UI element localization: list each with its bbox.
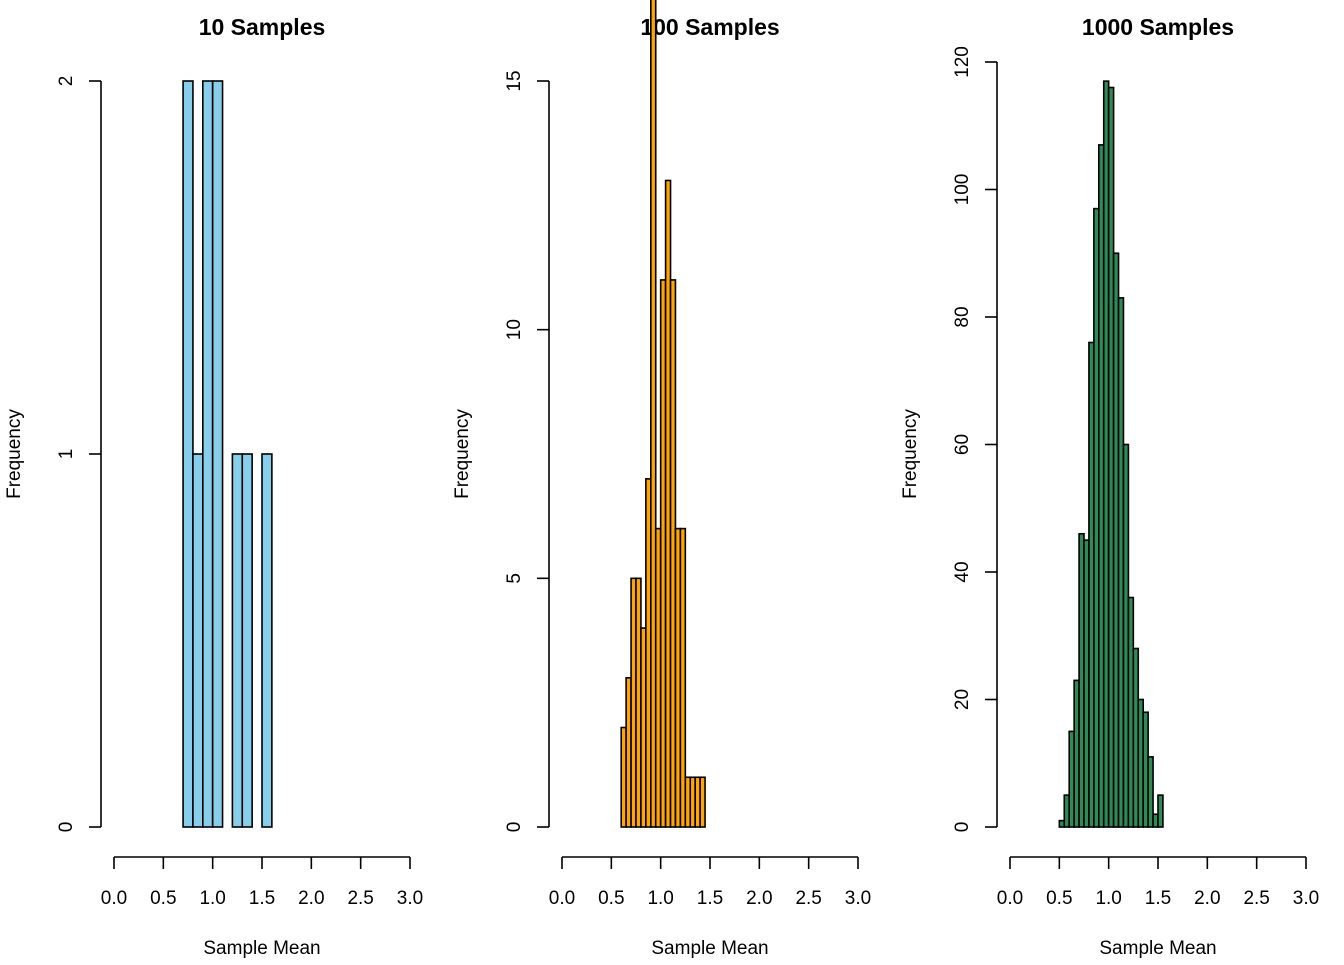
y-tick-label: 120 <box>952 46 973 78</box>
y-tick-label: 0 <box>504 822 525 833</box>
x-tick-label: 3.0 <box>1293 888 1319 909</box>
y-tick-label: 2 <box>56 76 77 87</box>
y-axis-label: Frequency <box>4 409 25 499</box>
x-tick-label: 0.0 <box>549 888 575 909</box>
histogram-bar <box>1157 794 1164 828</box>
histogram-bar <box>1147 756 1154 828</box>
x-tick-label: 2.5 <box>347 888 373 909</box>
histogram-panel-2: 100 Samples 0.0 0.5 1.0 1.5 2.0 2.5 3.0 Sample M… <box>452 0 871 959</box>
x-tick-label: 1.5 <box>697 888 723 909</box>
histogram-panel-1: 10 Samples 0.0 0.5 1.0 1.5 2.0 2.5 3.0 Sample Me… <box>4 14 423 959</box>
x-tick-label: 3.0 <box>845 888 871 909</box>
histogram-bar <box>679 527 687 828</box>
x-axis-label: Sample Mean <box>651 938 768 959</box>
x-tick-label: 2.0 <box>746 888 772 909</box>
y-axis-label: Frequency <box>452 409 473 499</box>
y-tick-label: 100 <box>952 174 973 206</box>
y-tick-label: 0 <box>56 822 77 833</box>
histogram-bar <box>231 453 244 828</box>
y-axis-label: Frequency <box>900 409 921 499</box>
x-tick-label: 1.0 <box>647 888 673 909</box>
x-axis-label: Sample Mean <box>203 938 320 959</box>
x-tick-label: 1.0 <box>1095 888 1121 909</box>
chart-title: 10 Samples <box>199 14 326 40</box>
x-tick-label: 0.0 <box>997 888 1023 909</box>
x-tick-label: 1.0 <box>199 888 225 909</box>
histogram-bar <box>650 0 657 828</box>
y-tick-label: 1 <box>56 449 77 460</box>
x-tick-label: 1.5 <box>1145 888 1171 909</box>
histogram-bar <box>261 453 273 828</box>
histogram-bar <box>699 776 706 828</box>
y-tick-label: 60 <box>952 434 973 455</box>
x-tick-label: 0.0 <box>101 888 127 909</box>
x-tick-label: 3.0 <box>397 888 423 909</box>
histogram-bar <box>202 80 214 828</box>
x-tick-label: 2.5 <box>1243 888 1269 909</box>
x-tick-label: 0.5 <box>150 888 176 909</box>
x-tick-label: 2.0 <box>1194 888 1220 909</box>
histogram-bar <box>241 453 253 828</box>
chart-title: 1000 Samples <box>1082 14 1234 40</box>
histogram-panel-3: 1000 Samples 0.0 0.5 1.0 1.5 2.0 2.5 3.0 Sample … <box>900 14 1319 959</box>
y-tick-label: 0 <box>952 822 973 833</box>
y-tick-label: 15 <box>504 70 525 91</box>
y-tick-label: 10 <box>504 319 525 340</box>
y-tick-label: 20 <box>952 689 973 710</box>
x-axis-label: Sample Mean <box>1099 938 1216 959</box>
histogram-bar <box>182 80 194 828</box>
chart-title: 100 Samples <box>640 14 779 40</box>
histogram-bar <box>192 453 204 828</box>
x-tick-label: 2.0 <box>298 888 324 909</box>
y-tick-label: 5 <box>504 573 525 584</box>
x-tick-label: 0.5 <box>1046 888 1072 909</box>
x-tick-label: 0.5 <box>598 888 624 909</box>
y-tick-label: 40 <box>952 561 973 582</box>
x-tick-label: 2.5 <box>795 888 821 909</box>
histogram-bar <box>211 80 224 828</box>
x-tick-label: 1.5 <box>249 888 275 909</box>
y-tick-label: 80 <box>952 306 973 327</box>
